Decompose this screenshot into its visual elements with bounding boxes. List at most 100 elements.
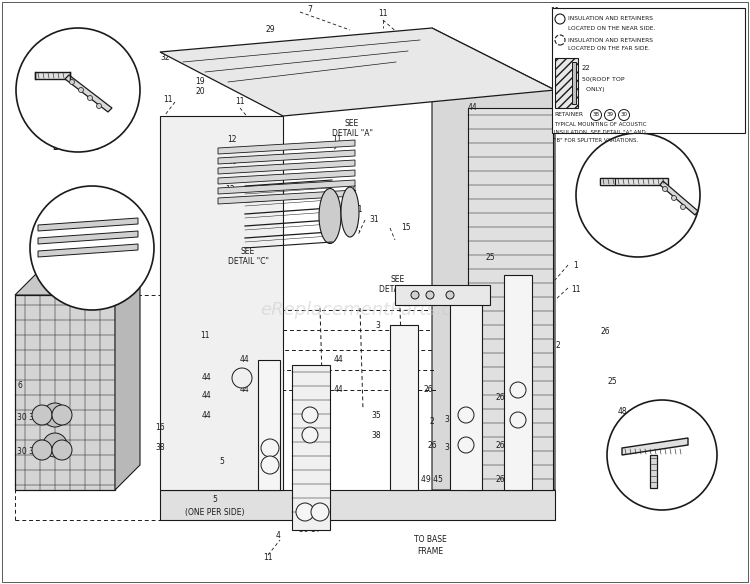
Text: 23: 23 <box>677 210 687 220</box>
Text: 11: 11 <box>398 54 408 62</box>
Text: 14: 14 <box>347 186 357 194</box>
Circle shape <box>510 382 526 398</box>
Text: (ONE PER SIDE): (ONE PER SIDE) <box>185 507 244 516</box>
Text: 11: 11 <box>550 8 560 16</box>
Text: 44: 44 <box>201 374 211 383</box>
Text: 44: 44 <box>467 103 477 113</box>
Circle shape <box>446 291 454 299</box>
Text: 19: 19 <box>195 78 205 86</box>
Text: 1: 1 <box>574 260 578 269</box>
Text: INSULATION AND RETAINERS: INSULATION AND RETAINERS <box>568 16 653 22</box>
Text: DETAIL "C": DETAIL "C" <box>227 258 268 266</box>
Polygon shape <box>650 455 657 488</box>
Text: INSULATION AND RETAINERS: INSULATION AND RETAINERS <box>568 37 653 43</box>
Text: 31: 31 <box>369 214 379 224</box>
Text: 2: 2 <box>556 340 560 349</box>
Text: INSULATION. SEE DETAIL "A" AND: INSULATION. SEE DETAIL "A" AND <box>554 130 646 135</box>
Text: 13: 13 <box>225 186 235 194</box>
Polygon shape <box>660 181 698 215</box>
Text: 29: 29 <box>266 26 274 34</box>
Text: SEE: SEE <box>241 248 255 256</box>
Text: 34: 34 <box>58 447 65 453</box>
Text: 3: 3 <box>376 321 380 329</box>
Text: 39: 39 <box>514 418 522 422</box>
Text: "B" FOR SPLITTER VARIATIONS.: "B" FOR SPLITTER VARIATIONS. <box>554 138 638 144</box>
Circle shape <box>510 412 526 428</box>
Text: 39: 39 <box>607 113 613 117</box>
Text: 21: 21 <box>640 457 650 467</box>
Text: 39: 39 <box>301 509 309 515</box>
Circle shape <box>232 368 252 388</box>
Polygon shape <box>65 75 112 112</box>
Polygon shape <box>390 325 418 490</box>
Text: SEE: SEE <box>345 120 359 128</box>
Polygon shape <box>160 116 283 490</box>
Polygon shape <box>218 180 355 194</box>
Text: 22: 22 <box>650 171 660 179</box>
Text: 42: 42 <box>83 206 93 214</box>
Text: 49 45: 49 45 <box>421 475 443 485</box>
Polygon shape <box>572 62 576 104</box>
Polygon shape <box>160 28 555 116</box>
Text: 38: 38 <box>371 430 381 440</box>
Text: SEE: SEE <box>391 276 405 284</box>
Text: 26: 26 <box>600 328 610 336</box>
Text: 30 34: 30 34 <box>17 447 39 457</box>
Text: 26: 26 <box>495 475 505 485</box>
Text: 35: 35 <box>371 411 381 419</box>
Text: 11: 11 <box>353 206 363 214</box>
Text: LOCATED ON THE NEAR SIDE.: LOCATED ON THE NEAR SIDE. <box>568 26 656 30</box>
Text: 39 37: 39 37 <box>299 526 321 534</box>
Text: 45: 45 <box>63 206 73 214</box>
Text: TYPICAL MOUNTING OF ACOUSTIC: TYPICAL MOUNTING OF ACOUSTIC <box>554 123 646 127</box>
Text: 33 39: 33 39 <box>445 415 467 425</box>
Text: eReplacementParts.com: eReplacementParts.com <box>260 301 480 319</box>
Text: 48: 48 <box>617 408 627 416</box>
Text: 5: 5 <box>220 457 224 467</box>
Text: 26: 26 <box>495 440 505 450</box>
Text: 26: 26 <box>427 440 436 450</box>
Polygon shape <box>218 160 355 174</box>
Circle shape <box>555 14 565 24</box>
Text: 33 39: 33 39 <box>445 443 467 453</box>
Circle shape <box>70 79 74 85</box>
Circle shape <box>604 110 616 120</box>
Text: 15: 15 <box>401 224 411 232</box>
Text: 12: 12 <box>227 135 237 144</box>
Polygon shape <box>218 140 355 154</box>
Polygon shape <box>35 72 70 79</box>
Polygon shape <box>555 58 578 108</box>
Text: 22: 22 <box>630 471 640 479</box>
Text: 30: 30 <box>315 71 325 79</box>
Circle shape <box>97 103 101 109</box>
Circle shape <box>619 110 629 120</box>
Circle shape <box>43 433 67 457</box>
Text: 4: 4 <box>260 395 265 405</box>
Polygon shape <box>504 275 532 490</box>
Text: 11: 11 <box>263 554 273 562</box>
Polygon shape <box>468 108 553 490</box>
Circle shape <box>458 437 474 453</box>
Text: 21: 21 <box>614 164 622 172</box>
Text: 37: 37 <box>316 509 324 515</box>
Polygon shape <box>38 231 138 244</box>
Polygon shape <box>258 360 280 490</box>
Polygon shape <box>218 170 355 184</box>
Text: 13: 13 <box>675 430 685 440</box>
Circle shape <box>79 88 83 92</box>
Polygon shape <box>395 285 490 305</box>
Text: 11: 11 <box>164 96 172 105</box>
Polygon shape <box>622 438 688 455</box>
Text: 16: 16 <box>155 423 165 433</box>
Text: 44: 44 <box>201 391 211 399</box>
Bar <box>552 8 745 133</box>
Text: 21: 21 <box>35 57 45 67</box>
Text: 46: 46 <box>227 158 237 166</box>
Text: DETAIL "B": DETAIL "B" <box>637 495 687 505</box>
Text: 30: 30 <box>38 447 46 453</box>
Text: 30: 30 <box>38 412 46 418</box>
Text: 44: 44 <box>333 385 343 395</box>
Text: 11: 11 <box>200 331 210 339</box>
Text: 25: 25 <box>485 253 495 262</box>
Circle shape <box>52 405 72 425</box>
